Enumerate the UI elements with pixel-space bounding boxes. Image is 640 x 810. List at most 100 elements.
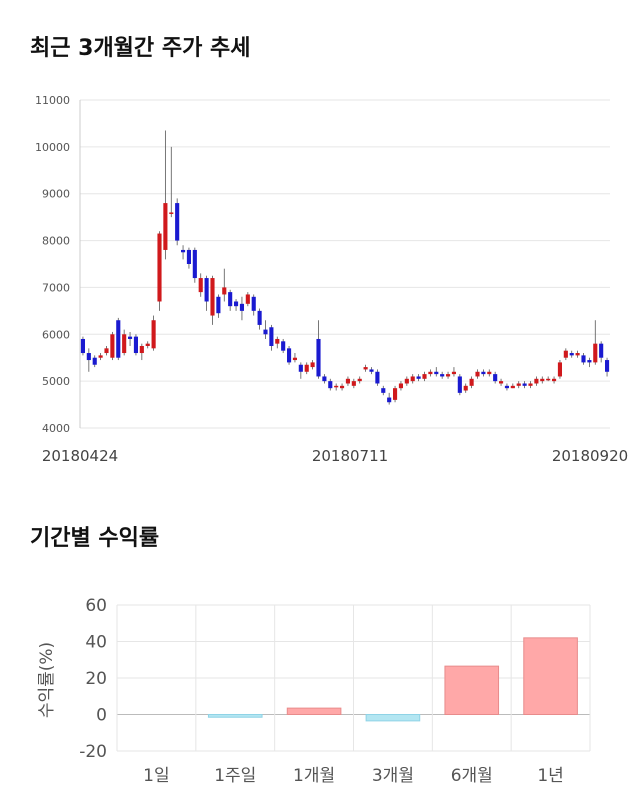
price-y-tick-label: 11000 [35, 94, 70, 107]
candle-body [581, 355, 586, 363]
candle-body [540, 378, 545, 382]
candle-body [281, 341, 286, 351]
price-x-axis-ticks: 20180424 20180711 20180920 [42, 447, 628, 465]
candle-body [122, 334, 127, 354]
candle-body [210, 278, 215, 316]
returns-x-tick-label: 1일 [143, 766, 169, 786]
candle-body [157, 233, 162, 302]
candle-body [392, 388, 398, 400]
returns-y-tick-label: 60 [85, 596, 107, 616]
price-y-tick-label: 7000 [42, 281, 70, 294]
candle-body [440, 374, 445, 377]
candle-body [192, 249, 197, 279]
candle-body [92, 357, 97, 365]
price-chart-gridlines [79, 99, 610, 429]
candle-body [222, 287, 227, 295]
price-y-tick-label: 4000 [42, 422, 70, 435]
candle-body [316, 338, 321, 377]
price-y-tick-label: 10000 [35, 141, 70, 154]
candle-body [428, 371, 433, 375]
candle-body [451, 371, 457, 375]
candle-body [481, 371, 486, 375]
price-y-tick-label: 5000 [42, 375, 70, 388]
candle-body [387, 397, 392, 403]
candle-body [587, 360, 592, 363]
candle-body [180, 249, 186, 253]
candle-body [216, 296, 221, 314]
returns-y-axis-label: 수익률(%) [37, 642, 57, 718]
candle-body [228, 292, 233, 307]
candle-body [534, 378, 539, 384]
candle-body [404, 378, 409, 384]
candle-body [369, 369, 374, 372]
returns-title: 기간별 수익률 [30, 526, 160, 551]
candle-body [233, 301, 239, 307]
candle-body [599, 343, 604, 358]
candle-body [292, 357, 298, 361]
candle-body [275, 338, 280, 344]
candle-body [498, 381, 504, 384]
price-y-tick-label: 9000 [42, 188, 70, 201]
candle-body [163, 203, 168, 250]
returns-y-tick-label: 40 [85, 633, 107, 653]
price-x-tick-label: 20180920 [552, 447, 628, 465]
candle-body [304, 364, 309, 372]
candle-body [263, 329, 268, 335]
candle-body [593, 343, 598, 363]
returns-y-tick-label: 0 [96, 706, 107, 726]
candle-body [375, 371, 380, 384]
returns-bar [286, 707, 342, 715]
returns-x-tick-label: 3개월 [372, 766, 414, 786]
candle-body [116, 320, 121, 358]
candle-body [410, 376, 415, 382]
candle-body [133, 336, 139, 354]
candle-body [104, 348, 109, 354]
price-y-axis-ticks: 4000 5000 6000 7000 8000 9000 10000 11000 [35, 94, 70, 435]
price-candles [80, 130, 610, 405]
returns-x-tick-label: 1년 [537, 766, 563, 786]
candle-body [110, 334, 115, 358]
candle-body [345, 378, 351, 384]
candle-body [269, 327, 274, 346]
candle-body [563, 350, 568, 358]
candle-body [127, 336, 133, 339]
candle-body [363, 367, 368, 370]
candle-body [575, 353, 580, 356]
returns-x-tick-label: 1주일 [214, 766, 256, 786]
returns-chart-gridlines [116, 604, 591, 752]
candle-body [457, 376, 462, 393]
returns-x-tick-label: 1개월 [293, 766, 335, 786]
candle-body [475, 371, 480, 377]
candle-body [328, 381, 333, 389]
candle-body [381, 388, 386, 393]
candle-body [463, 385, 468, 391]
candle-body [310, 362, 315, 368]
price-x-tick-label: 20180711 [312, 447, 388, 465]
candle-body [469, 378, 474, 386]
candle-body [204, 278, 209, 302]
candle-body [551, 378, 557, 382]
candle-body [339, 385, 345, 389]
candle-body [422, 374, 427, 379]
candle-body [416, 376, 421, 379]
candle-body [334, 385, 339, 388]
candle-body [186, 249, 192, 264]
candle-body [175, 203, 180, 241]
returns-y-tick-label: 20 [85, 669, 107, 689]
price-x-tick-label: 20180424 [42, 447, 118, 465]
price-candlestick-chart: 4000 5000 6000 7000 8000 9000 10000 11000 20180… [35, 94, 628, 465]
candle-body [239, 303, 245, 311]
candle-body [286, 348, 292, 363]
returns-bar [207, 714, 263, 718]
candle-body [487, 371, 492, 375]
candle-body [251, 296, 256, 311]
candle-body [604, 360, 610, 372]
candle-body [434, 371, 439, 375]
returns-bar [523, 637, 578, 715]
candle-body [198, 278, 203, 293]
returns-bars [207, 637, 578, 722]
candle-body [80, 338, 86, 354]
candle-body [351, 381, 356, 386]
returns-bar [444, 665, 500, 716]
price-trend-title: 최근 3개월간 주가 추세 [30, 36, 251, 61]
